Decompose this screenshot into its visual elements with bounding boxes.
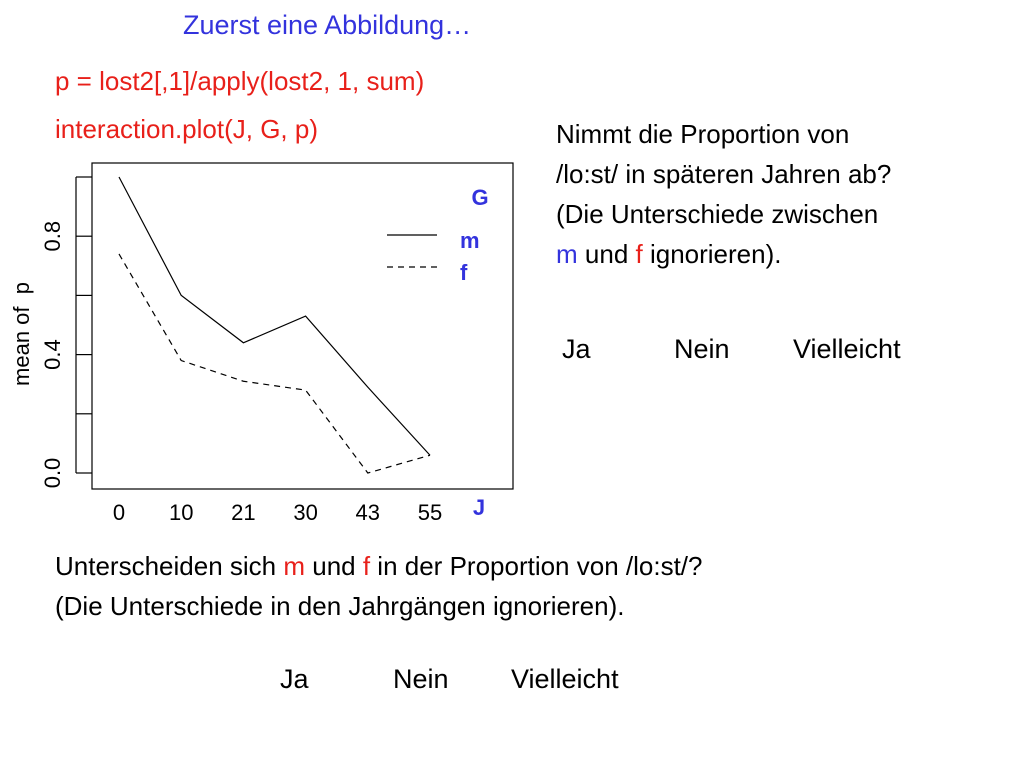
code-line-2: interaction.plot(J, G, p) <box>55 114 318 144</box>
series-line-m <box>118 176 431 456</box>
y-tick-label: 0.0 <box>40 458 65 489</box>
x-tick-label: 55 <box>418 500 442 525</box>
und-text: und <box>305 551 363 581</box>
q1-option-ja[interactable]: Ja <box>562 334 591 364</box>
q2-option-ja[interactable]: Ja <box>280 664 309 694</box>
q2-option-vielleicht[interactable]: Vielleicht <box>511 664 619 694</box>
x-tick-label: 21 <box>231 500 255 525</box>
legend: Gmf <box>387 185 489 285</box>
und-text: und <box>577 239 636 269</box>
question-1-line-3: (Die Unterschiede zwischen <box>556 199 879 229</box>
slide-title: Zuerst eine Abbildung… <box>183 10 472 40</box>
q2-after: in der Proportion von /lo:st/? <box>370 551 703 581</box>
legend-label-m: m <box>460 228 480 253</box>
q1-option-vielleicht[interactable]: Vielleicht <box>793 334 901 364</box>
y-axis: 0.0 0.4 0.8 <box>40 176 92 489</box>
y-tick-label: 0.8 <box>40 221 65 252</box>
ignore-text: ignorieren). <box>642 239 782 269</box>
question-2: Unterscheiden sich m und f in der Propor… <box>55 546 702 626</box>
legend-label-f: f <box>460 260 468 285</box>
q2-before: Unterscheiden sich <box>55 551 284 581</box>
question-1-line-1: Nimmt die Proportion von <box>556 119 850 149</box>
x-axis: 0 10 21 30 43 55 <box>113 500 442 525</box>
series-line-f <box>118 253 431 474</box>
x-tick-label: 30 <box>293 500 317 525</box>
m-label: m <box>556 239 578 269</box>
question-2-line-1: Unterscheiden sich m und f in der Propor… <box>55 546 702 586</box>
q2-option-nein[interactable]: Nein <box>393 664 449 694</box>
q1-option-nein[interactable]: Nein <box>674 334 730 364</box>
question-2-line-2: (Die Unterschiede in den Jahrgängen igno… <box>55 591 625 621</box>
y-axis-label: mean of p <box>9 282 34 386</box>
interaction-plot: 0.0 0.4 0.8 0 10 21 30 43 55 Gmf mean of p J <box>9 162 514 525</box>
x-tick-label: 10 <box>169 500 193 525</box>
m-label: m <box>283 551 306 581</box>
question-1-line-4: m und f ignorieren). <box>556 234 891 274</box>
question-1: Nimmt die Proportion von /lo:st/ in spät… <box>556 114 891 274</box>
series-group <box>118 176 431 474</box>
x-tick-label: 0 <box>113 500 125 525</box>
x-tick-label: 43 <box>356 500 380 525</box>
x-axis-label: J <box>473 495 485 520</box>
plot-frame <box>91 162 514 490</box>
f-label: f <box>362 551 371 581</box>
code-line-1: p = lost2[,1]/apply(lost2, 1, sum) <box>55 66 425 96</box>
question-1-line-2: /lo:st/ in späteren Jahren ab? <box>556 159 892 189</box>
y-tick-label: 0.4 <box>40 339 65 370</box>
legend-title: G <box>471 185 488 210</box>
f-label: f <box>635 239 643 269</box>
